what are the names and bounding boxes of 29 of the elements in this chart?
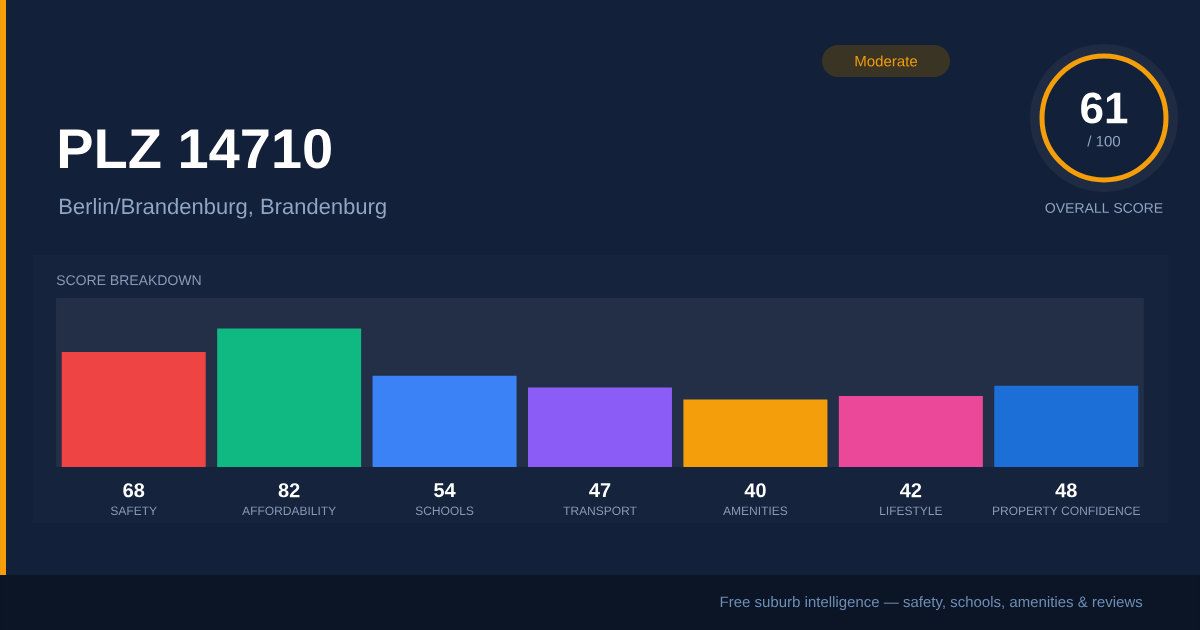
x-tick-label: PROPERTY CONFIDENCE [993,506,1140,516]
bar [838,396,983,467]
data-label: 47 [589,483,611,497]
data-label: 48 [1055,483,1077,498]
chart-title: PLZ 14710 [59,128,331,169]
x-tick-label: SAFETY [110,506,157,516]
text: Free suburb intelligence — safety, schools, amenities & reviews [720,596,1143,611]
text: SCORE BREAKDOWN [56,275,201,286]
x-tick-label: AFFORDABILITY [242,506,336,516]
x-tick-label: AMENITIES [723,506,788,516]
bar [61,352,206,467]
text: OVERALL SCORE [1045,203,1163,213]
bar [372,375,517,467]
chart-subtitle: Berlin/Brandenburg, Brandenburg [60,198,386,219]
text: Moderate [855,55,918,67]
bar [527,387,672,467]
data-label: 42 [900,483,922,498]
data-label: 40 [744,483,766,498]
text: 61 [1081,92,1128,124]
bar [994,385,1139,467]
bar [217,328,362,467]
data-label: 82 [278,483,300,498]
x-tick-label: SCHOOLS [415,506,474,516]
x-tick-label: TRANSPORT [563,506,637,516]
text: / 100 [1087,135,1121,147]
data-label: 54 [434,483,456,498]
x-tick-label: LIFESTYLE [880,506,942,516]
data-label: 68 [123,483,145,498]
bar [683,399,828,467]
